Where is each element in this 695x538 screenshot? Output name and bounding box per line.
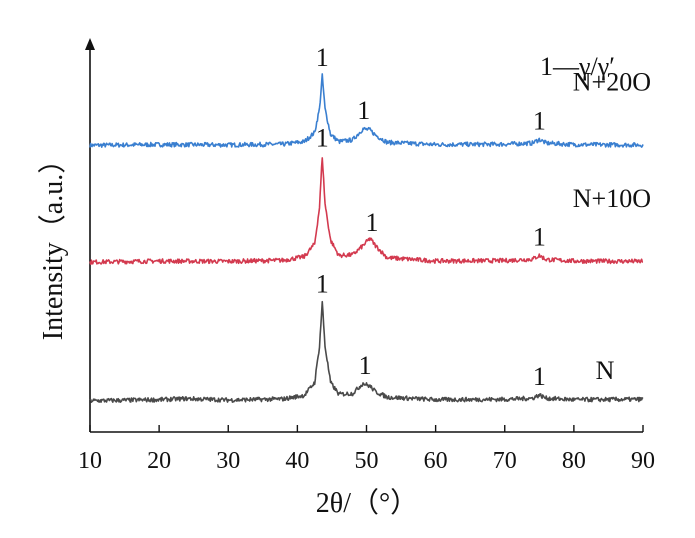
series-layer <box>89 73 644 403</box>
peak-label: 1 <box>533 106 546 135</box>
series-label-0: N+20O <box>573 67 651 96</box>
series-line-1 <box>89 157 644 265</box>
peak-label: 1 <box>533 223 546 252</box>
legend-note: 1—γ/γ′ <box>540 52 615 81</box>
peak-label: 1 <box>359 351 372 380</box>
x-tick-label: 40 <box>285 448 309 474</box>
x-tick-label: 50 <box>355 448 379 474</box>
peak-label: 1 <box>533 362 546 391</box>
x-tick-label: 30 <box>216 448 240 474</box>
y-axis-arrow <box>85 38 95 50</box>
peak-label: 1 <box>316 43 329 72</box>
x-tick-label: 80 <box>562 448 586 474</box>
x-tick-label: 90 <box>631 448 655 474</box>
series-line-0 <box>89 73 644 148</box>
peak-label: 1 <box>366 208 379 237</box>
y-axis-label: Intensity（a.u.） <box>37 146 69 340</box>
x-ticks: 10 20 30 40 50 60 70 80 90 <box>78 425 655 474</box>
peak-label: 1 <box>316 123 329 152</box>
peak-label: 1 <box>316 269 329 298</box>
peak-label: 1 <box>357 96 370 125</box>
x-tick-label: 10 <box>78 448 102 474</box>
x-axis-label: 2θ/（°） <box>316 487 418 519</box>
x-tick-label: 70 <box>493 448 517 474</box>
series-label-1: N+10O <box>573 184 651 213</box>
x-tick-label: 20 <box>147 448 171 474</box>
series-label-2: N <box>596 356 615 385</box>
x-tick-label: 60 <box>424 448 448 474</box>
series-line-2 <box>89 300 644 403</box>
